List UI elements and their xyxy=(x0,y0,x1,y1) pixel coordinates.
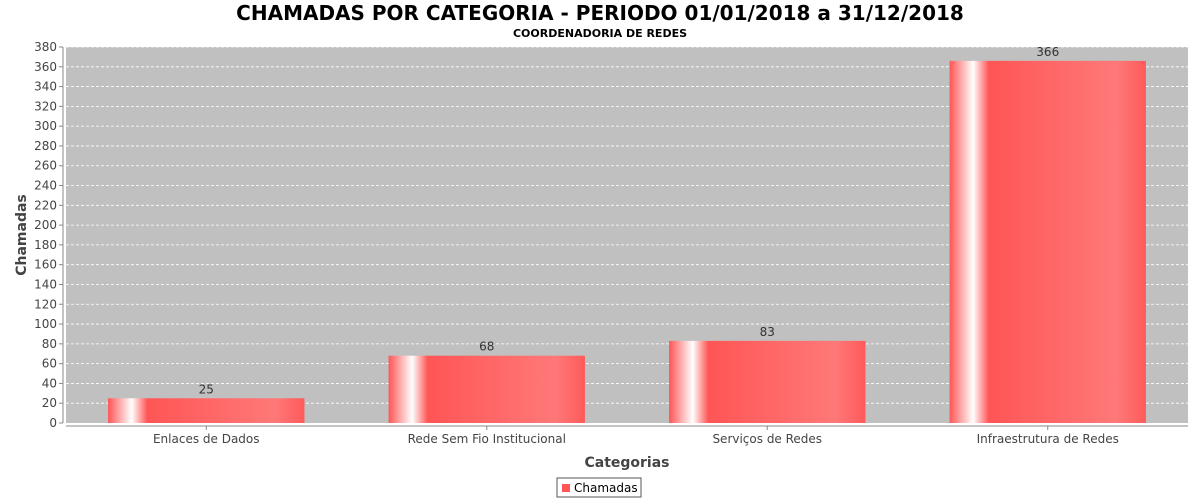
y-tick-label: 220 xyxy=(34,198,57,212)
y-tick-label: 200 xyxy=(34,218,57,232)
chart-title: CHAMADAS POR CATEGORIA - PERIODO 01/01/2… xyxy=(236,1,964,25)
x-axis: Enlaces de Dados Rede Sem Fio Institucion… xyxy=(66,425,1188,446)
bar xyxy=(108,398,305,423)
x-tick-label: Infraestrutura de Redes xyxy=(977,432,1119,446)
legend-swatch xyxy=(562,484,570,492)
legend: Chamadas xyxy=(556,477,642,498)
bar-value-label: 83 xyxy=(760,325,775,339)
bar xyxy=(669,340,866,423)
bar xyxy=(388,355,585,423)
y-tick-label: 180 xyxy=(34,238,57,252)
x-axis-label: Categorias xyxy=(584,455,669,471)
bar-value-label: 68 xyxy=(479,340,494,354)
x-tick-label: Enlaces de Dados xyxy=(153,432,260,446)
y-tick-label: 80 xyxy=(42,337,57,351)
y-tick-label: 0 xyxy=(49,416,57,430)
y-tick-label: 360 xyxy=(34,60,57,74)
y-tick-label: 260 xyxy=(34,159,57,173)
bar-value-label: 366 xyxy=(1036,45,1059,59)
y-tick-label: 280 xyxy=(34,139,57,153)
y-tick-label: 120 xyxy=(34,297,57,311)
y-tick-label: 320 xyxy=(34,99,57,113)
y-tick-label: 60 xyxy=(42,357,57,371)
bar xyxy=(949,60,1146,423)
chart-subtitle: COORDENADORIA DE REDES xyxy=(513,27,687,40)
legend-label: Chamadas xyxy=(574,481,638,495)
x-tick-label: Rede Sem Fio Institucional xyxy=(408,432,566,446)
y-axis-label: Chamadas xyxy=(14,194,30,276)
y-tick-label: 140 xyxy=(34,277,57,291)
legend-box xyxy=(556,477,642,498)
bar-value-label: 25 xyxy=(199,382,214,396)
y-tick-label: 300 xyxy=(34,119,57,133)
y-tick-label: 340 xyxy=(34,80,57,94)
bars: 25 68 83 366 xyxy=(108,45,1146,423)
y-tick-label: 240 xyxy=(34,179,57,193)
y-tick-label: 160 xyxy=(34,258,57,272)
y-axis: 0 20 40 60 80 100 120 140 160 180 200 220 240 260 280 3… xyxy=(34,40,64,430)
y-tick-label: 380 xyxy=(34,40,57,54)
x-tick-label: Serviços de Redes xyxy=(712,432,822,446)
y-tick-label: 20 xyxy=(42,396,57,410)
y-tick-label: 40 xyxy=(42,376,57,390)
y-tick-label: 100 xyxy=(34,317,57,331)
